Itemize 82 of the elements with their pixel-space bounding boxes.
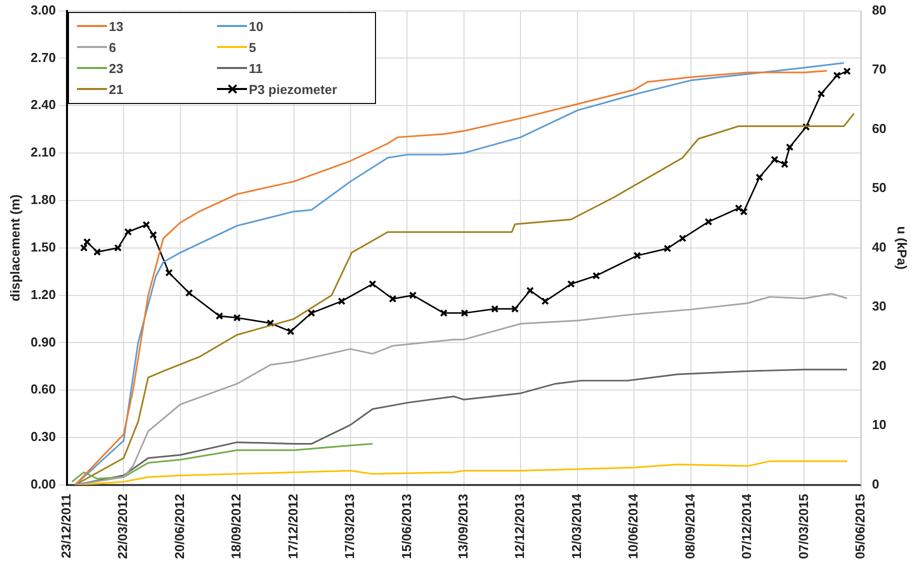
y2-tick-label: 60 xyxy=(872,120,886,136)
point xyxy=(541,297,550,306)
point xyxy=(490,305,499,313)
point xyxy=(740,208,748,216)
point xyxy=(833,72,841,80)
y-tick-label: 2.10 xyxy=(30,144,56,160)
point xyxy=(678,234,686,242)
legend-label: 10 xyxy=(248,18,264,34)
point xyxy=(338,297,346,306)
legend-label: 23 xyxy=(108,60,124,76)
point xyxy=(142,220,150,229)
point xyxy=(756,174,764,182)
x-tick-label: 23/12/2011 xyxy=(58,494,74,558)
point xyxy=(409,291,417,300)
x-tick-label: 20/06/2012 xyxy=(172,494,187,560)
legend-label: 11 xyxy=(248,60,263,76)
point xyxy=(308,309,316,317)
legend-label: P3 piezometer xyxy=(248,82,338,97)
point xyxy=(786,143,794,151)
point xyxy=(592,272,600,280)
y-tick-label: 1.80 xyxy=(30,192,56,208)
point xyxy=(185,289,193,297)
point xyxy=(368,280,376,288)
x-tick-label: 07/12/2014 xyxy=(739,493,754,560)
y2-tick-label: 0 xyxy=(872,476,880,492)
y-tick-label: 0.90 xyxy=(30,334,56,350)
x-tick-label: 22/03/2012 xyxy=(115,494,130,560)
point xyxy=(511,305,519,313)
y-tick-label: 2.70 xyxy=(30,50,56,65)
point xyxy=(526,286,534,294)
point xyxy=(388,295,397,303)
point xyxy=(633,252,642,260)
point xyxy=(124,228,132,236)
point xyxy=(460,309,468,317)
y2-tick-label: 70 xyxy=(872,62,886,77)
y-tick-label: 1.20 xyxy=(30,286,56,302)
y-tick-label: 0.00 xyxy=(30,476,56,492)
y-tick-label: 2.40 xyxy=(30,97,56,112)
y2-tick-label: 40 xyxy=(872,239,886,254)
y2-tick-label: 10 xyxy=(872,417,886,432)
x-tick-label: 18/09/2012 xyxy=(228,494,244,560)
point xyxy=(770,156,778,164)
y-tick-label: 0.60 xyxy=(30,382,56,397)
x-tick-label: 12/12/2013 xyxy=(512,494,528,560)
point xyxy=(704,218,712,226)
y2-tick-label: 20 xyxy=(872,358,886,373)
point xyxy=(440,309,448,317)
y-tick-label: 0.30 xyxy=(30,429,56,444)
x-tick-label: 07/03/2015 xyxy=(796,494,811,560)
point xyxy=(266,319,274,327)
legend-label: 5 xyxy=(248,40,256,55)
point xyxy=(734,204,743,212)
x-tick-label: 17/12/2012 xyxy=(285,494,300,560)
point xyxy=(567,280,575,288)
y-tick-label: 3.00 xyxy=(30,2,56,18)
y-axis-title: displacement (m) xyxy=(7,194,22,302)
point xyxy=(802,123,810,131)
x-tick-label: 13/09/2013 xyxy=(456,494,470,560)
y-tick-label: 1.50 xyxy=(30,239,56,254)
y2-axis-title: u (kPa) xyxy=(894,226,910,270)
point xyxy=(664,244,672,252)
point xyxy=(165,268,173,277)
point xyxy=(93,248,101,256)
legend-label: 6 xyxy=(108,40,116,55)
point xyxy=(216,312,224,320)
point xyxy=(114,244,122,252)
y2-tick-label: 50 xyxy=(872,180,886,196)
y2-tick-label: 80 xyxy=(872,2,886,18)
point xyxy=(817,90,826,98)
x-tick-label: 05/06/2015 xyxy=(852,494,868,560)
x-tick-label: 17/03/2013 xyxy=(342,494,358,560)
legend-label: 21 xyxy=(108,82,124,97)
x-tick-label: 10/06/2014 xyxy=(626,493,641,560)
point xyxy=(149,231,158,239)
point xyxy=(286,328,294,336)
x-tick-label: 08/09/2014 xyxy=(682,493,698,560)
x-tick-label: 12/03/2014 xyxy=(568,493,584,560)
y2-tick-label: 30 xyxy=(872,298,886,314)
legend-label: 13 xyxy=(108,18,124,34)
point xyxy=(233,314,241,322)
point xyxy=(780,160,789,168)
x-tick-label: 15/06/2013 xyxy=(398,494,414,560)
